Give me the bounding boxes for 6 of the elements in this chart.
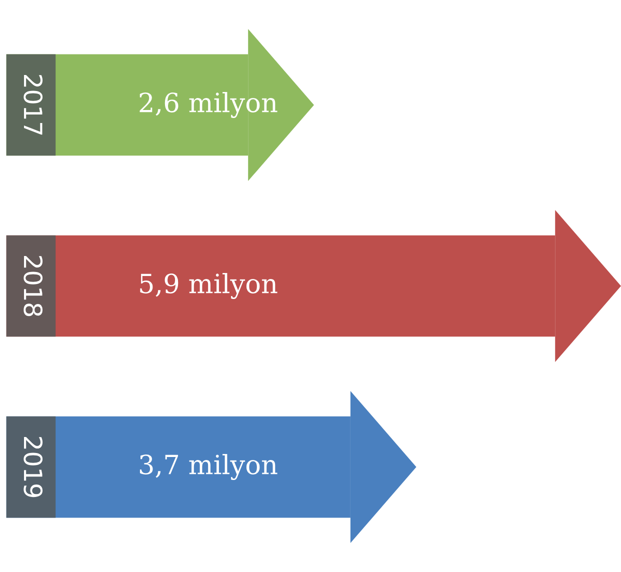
y-tick-label: 2017 <box>24 75 43 135</box>
data-label: 2,6 milyon <box>140 92 278 118</box>
y-tick-label: 2018 <box>24 256 43 316</box>
data-label: 5,9 milyon <box>140 273 278 299</box>
y-tick-label: 2019 <box>24 437 43 498</box>
data-label: 3,7 milyon <box>140 454 278 480</box>
